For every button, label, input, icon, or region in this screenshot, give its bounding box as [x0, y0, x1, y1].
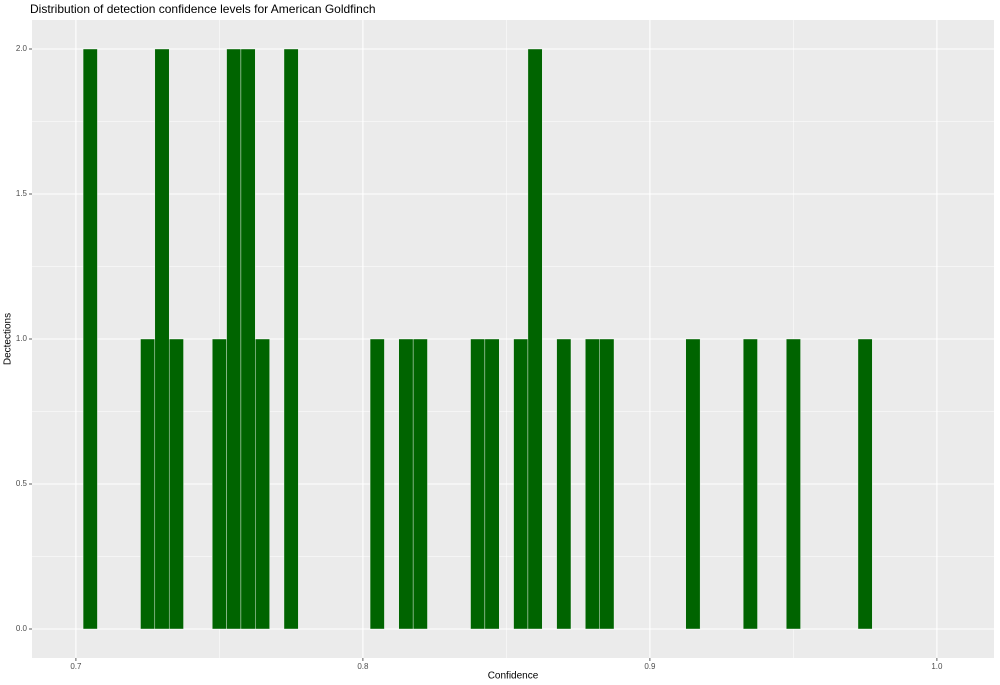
bar — [82, 48, 98, 630]
bar — [599, 338, 615, 630]
bar — [240, 48, 256, 630]
bar — [283, 48, 299, 630]
bar — [857, 338, 873, 630]
y-axis-title: Dectections — [3, 313, 14, 365]
y-tick-label: 0.5 — [16, 479, 28, 488]
x-tick-label: 0.8 — [357, 662, 369, 671]
bar — [527, 48, 543, 630]
y-tick-label: 0.0 — [16, 624, 28, 633]
y-tick-label: 2.0 — [16, 44, 28, 53]
bar — [513, 338, 529, 630]
bar — [556, 338, 572, 630]
bars — [82, 48, 873, 630]
x-axis-title: Confidence — [488, 671, 539, 682]
bar — [369, 338, 385, 630]
bar — [212, 338, 227, 630]
bar — [226, 48, 242, 630]
bar — [398, 338, 414, 630]
y-tick-label: 1.0 — [16, 334, 28, 343]
bar — [786, 338, 801, 630]
bar — [255, 338, 270, 630]
bar — [685, 338, 701, 630]
bar — [168, 338, 184, 630]
chart-title: Distribution of detection confidence lev… — [30, 2, 376, 16]
x-tick-label: 0.7 — [70, 662, 82, 671]
grid — [32, 20, 994, 658]
bar — [484, 338, 500, 630]
labels: 0.0 0.5 1.0 1.5 2.0 0.7 0.8 0.9 1.0 — [16, 44, 943, 671]
bar — [585, 338, 600, 630]
bar — [470, 338, 486, 630]
x-tick-label: 1.0 — [931, 662, 943, 671]
bar — [412, 338, 428, 630]
bar — [154, 48, 170, 630]
y-tick-label: 1.5 — [16, 189, 28, 198]
bar — [140, 338, 156, 630]
x-tick-label: 0.9 — [644, 662, 656, 671]
bar — [742, 338, 758, 630]
